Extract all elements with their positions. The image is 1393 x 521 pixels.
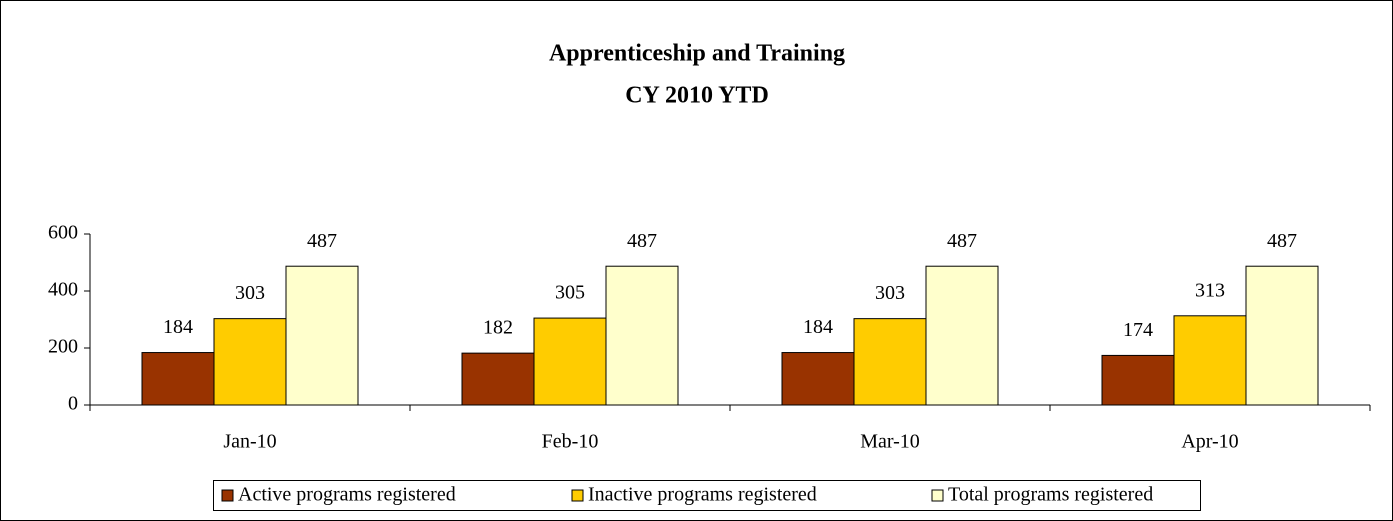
- data-label: 174: [1123, 319, 1153, 341]
- y-tick-label: 200: [48, 336, 78, 358]
- data-label: 487: [307, 230, 337, 252]
- bar: [141, 352, 215, 406]
- data-label: 487: [1267, 230, 1297, 252]
- bar: [1101, 354, 1175, 406]
- x-tick-label: Mar-10: [860, 431, 920, 453]
- bar: [1173, 315, 1247, 406]
- y-tick-label: 0: [68, 393, 78, 415]
- bar: [605, 265, 679, 406]
- legend-label: Inactive programs registered: [588, 484, 817, 506]
- x-tick-label: Apr-10: [1181, 431, 1238, 453]
- x-tick-label: Feb-10: [542, 431, 599, 453]
- legend-label: Active programs registered: [238, 484, 456, 506]
- legend-swatch: [221, 489, 234, 502]
- data-label: 487: [947, 230, 977, 252]
- legend-swatch: [931, 489, 944, 502]
- bar: [1245, 265, 1319, 406]
- bar: [213, 318, 287, 406]
- bar: [781, 352, 855, 406]
- y-tick-label: 400: [48, 279, 78, 301]
- bar: [925, 265, 999, 406]
- legend-swatch: [571, 489, 584, 502]
- data-label: 305: [555, 282, 585, 304]
- legend-box: [213, 480, 1201, 511]
- bar: [285, 265, 359, 406]
- data-label: 182: [483, 317, 513, 339]
- y-tick-label: 600: [48, 222, 78, 244]
- bar: [461, 352, 535, 406]
- chart-subtitle: CY 2010 YTD: [625, 83, 769, 109]
- legend-label: Total programs registered: [948, 484, 1153, 506]
- bar: [533, 317, 607, 406]
- data-label: 303: [875, 282, 905, 304]
- x-tick-label: Jan-10: [223, 431, 276, 453]
- data-label: 303: [235, 282, 265, 304]
- bar: [853, 318, 927, 406]
- data-label: 487: [627, 230, 657, 252]
- data-label: 313: [1195, 279, 1225, 301]
- chart-title: Apprenticeship and Training: [549, 41, 845, 67]
- data-label: 184: [163, 316, 193, 338]
- data-label: 184: [803, 316, 833, 338]
